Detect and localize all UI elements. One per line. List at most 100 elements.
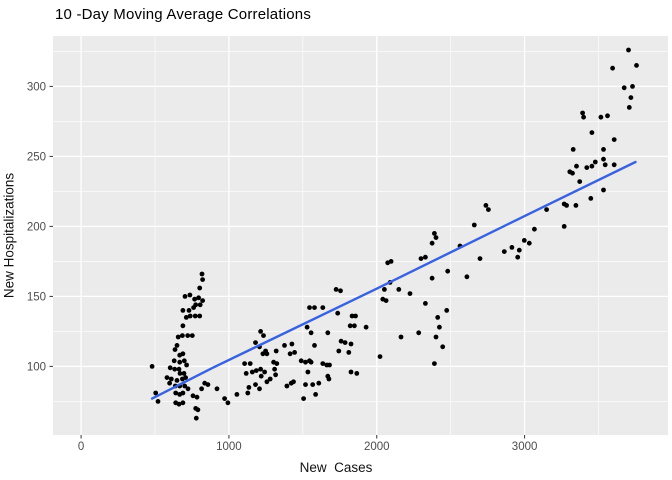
data-point: [626, 105, 632, 110]
data-point: [574, 163, 579, 169]
data-point: [186, 308, 192, 313]
data-point: [172, 366, 178, 372]
data-point: [589, 163, 595, 169]
data-point: [185, 333, 191, 338]
data-point: [199, 271, 205, 277]
data-point: [191, 305, 197, 310]
data-point: [433, 235, 439, 241]
data-point: [246, 385, 252, 390]
data-point: [183, 315, 189, 320]
data-point: [588, 196, 594, 201]
data-point: [630, 84, 635, 89]
gridlines-major: [53, 36, 668, 435]
data-point: [167, 365, 173, 371]
data-point: [570, 170, 575, 176]
data-point: [342, 340, 348, 345]
data-point: [180, 390, 186, 396]
data-point: [602, 162, 608, 168]
data-point: [258, 329, 263, 334]
data-point: [253, 368, 259, 373]
data-point: [626, 47, 631, 53]
data-point: [180, 351, 186, 357]
data-point: [164, 375, 170, 380]
data-point: [181, 358, 187, 364]
data-point: [205, 382, 211, 387]
data-point: [307, 305, 312, 310]
y-tick-label: 300: [27, 81, 46, 93]
data-point: [349, 313, 355, 319]
data-point: [570, 147, 576, 152]
data-point: [477, 256, 483, 261]
data-point: [247, 361, 253, 366]
data-point: [320, 361, 326, 366]
x-tick-labels: 0 1000 2000 3000: [78, 441, 538, 453]
data-point: [501, 249, 507, 255]
data-point: [532, 226, 537, 232]
data-point: [316, 380, 322, 386]
data-point: [598, 114, 604, 120]
data-point: [521, 238, 527, 243]
data-point: [149, 364, 155, 369]
data-point: [432, 231, 437, 236]
data-point: [335, 310, 341, 316]
data-point: [348, 369, 354, 375]
data-point: [312, 305, 317, 310]
data-point: [282, 343, 287, 348]
data-point: [214, 386, 220, 392]
data-point: [180, 308, 186, 313]
data-point: [429, 275, 435, 281]
data-point: [445, 268, 451, 274]
data-point: [580, 110, 585, 116]
data-point: [267, 376, 273, 382]
data-point: [180, 400, 186, 406]
data-point: [418, 256, 424, 261]
data-point: [308, 359, 314, 365]
data-point: [253, 340, 258, 345]
data-point: [287, 351, 293, 357]
data-point: [584, 165, 590, 171]
data-point: [199, 386, 205, 392]
data-point: [197, 285, 203, 291]
data-point: [301, 396, 306, 401]
data-point: [433, 334, 439, 340]
data-point: [515, 254, 521, 260]
data-point: [312, 343, 317, 348]
x-tick-label: 2000: [364, 441, 390, 453]
data-point: [486, 207, 491, 213]
data-point: [181, 371, 187, 376]
data-point: [193, 415, 199, 421]
data-point: [327, 362, 332, 368]
data-point: [326, 376, 332, 382]
data-point: [155, 399, 161, 404]
data-point: [195, 407, 201, 413]
data-point: [352, 323, 357, 329]
data-point: [176, 366, 182, 372]
data-point: [153, 390, 159, 396]
data-point: [325, 330, 331, 336]
data-point: [611, 137, 617, 143]
data-point: [187, 313, 193, 319]
data-point: [284, 383, 290, 389]
data-point: [592, 159, 598, 165]
data-point: [192, 313, 198, 319]
data-point: [298, 358, 304, 364]
data-point: [261, 333, 266, 338]
data-point: [544, 207, 549, 213]
data-point: [196, 295, 202, 301]
data-point: [610, 65, 615, 71]
data-point: [289, 341, 295, 347]
data-point: [167, 380, 173, 386]
data-point: [601, 147, 606, 152]
y-tick-label: 200: [27, 221, 46, 233]
data-point: [174, 343, 180, 348]
data-point: [176, 401, 182, 407]
data-point: [258, 373, 264, 379]
data-point: [190, 393, 196, 399]
data-point: [182, 294, 188, 299]
gridlines-minor: [53, 36, 668, 435]
data-point: [336, 348, 342, 354]
data-point: [338, 288, 343, 294]
y-tick-label: 150: [27, 291, 46, 303]
data-point: [509, 245, 515, 250]
